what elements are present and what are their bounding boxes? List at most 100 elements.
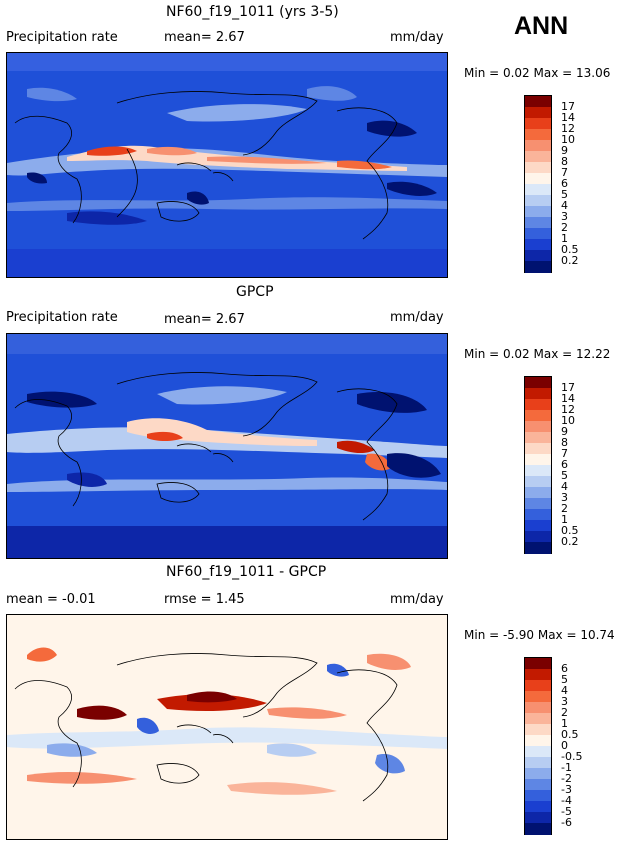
panel1-map bbox=[6, 52, 448, 278]
colorbar-label: 3 bbox=[561, 695, 568, 708]
colorbar-swatch bbox=[525, 691, 551, 703]
colorbar-label: 4 bbox=[561, 684, 568, 697]
colorbar-label: -3 bbox=[561, 783, 572, 796]
panel2-title: GPCP bbox=[236, 284, 274, 300]
colorbar-label: 7 bbox=[561, 447, 568, 460]
colorbar-swatch bbox=[525, 531, 551, 543]
colorbar-label: 12 bbox=[561, 403, 575, 416]
colorbar-swatch bbox=[525, 454, 551, 466]
colorbar-label: 9 bbox=[561, 144, 568, 157]
colorbar-label: 1 bbox=[561, 232, 568, 245]
colorbar-label: 6 bbox=[561, 458, 568, 471]
season-label: ANN bbox=[514, 12, 569, 40]
colorbar-label: 8 bbox=[561, 436, 568, 449]
colorbar-label: -6 bbox=[561, 816, 572, 829]
colorbar-swatch bbox=[525, 195, 551, 207]
colorbar-swatch bbox=[525, 228, 551, 240]
colorbar-label: 0.5 bbox=[561, 728, 579, 741]
panel3-units: mm/day bbox=[390, 592, 444, 607]
colorbar-label: 4 bbox=[561, 480, 568, 493]
colorbar-label: 1 bbox=[561, 717, 568, 730]
colorbar-swatch bbox=[525, 790, 551, 802]
colorbar-swatch bbox=[525, 184, 551, 196]
colorbar-swatch bbox=[525, 217, 551, 229]
colorbar-label: 1 bbox=[561, 513, 568, 526]
colorbar-swatch bbox=[525, 129, 551, 141]
colorbar-swatch bbox=[525, 658, 551, 670]
panel1-title: NF60_f19_1011 (yrs 3-5) bbox=[166, 4, 339, 20]
panel3-colorbar bbox=[524, 657, 552, 835]
colorbar-swatch bbox=[525, 465, 551, 477]
colorbar-swatch bbox=[525, 388, 551, 400]
colorbar-label: -4 bbox=[561, 794, 572, 807]
colorbar-label: 5 bbox=[561, 188, 568, 201]
colorbar-swatch bbox=[525, 432, 551, 444]
colorbar-label: 0.2 bbox=[561, 535, 579, 548]
colorbar-swatch bbox=[525, 162, 551, 174]
panel3-map bbox=[6, 614, 448, 840]
colorbar-swatch bbox=[525, 377, 551, 389]
colorbar-swatch bbox=[525, 421, 551, 433]
colorbar-label: 3 bbox=[561, 210, 568, 223]
panel3-minmax: Min = -5.90 Max = 10.74 bbox=[464, 628, 615, 642]
colorbar-swatch bbox=[525, 812, 551, 824]
colorbar-swatch bbox=[525, 779, 551, 791]
colorbar-swatch bbox=[525, 702, 551, 714]
panel2-map bbox=[6, 333, 448, 559]
colorbar-label: 8 bbox=[561, 155, 568, 168]
colorbar-label: 17 bbox=[561, 100, 575, 113]
panel1-colorbar bbox=[524, 95, 552, 273]
colorbar-swatch bbox=[525, 823, 551, 835]
panel2-minmax: Min = 0.02 Max = 12.22 bbox=[464, 347, 611, 361]
colorbar-swatch bbox=[525, 261, 551, 273]
colorbar-label: -1 bbox=[561, 761, 572, 774]
colorbar-swatch bbox=[525, 140, 551, 152]
colorbar-swatch bbox=[525, 173, 551, 185]
colorbar-label: 7 bbox=[561, 166, 568, 179]
colorbar-swatch bbox=[525, 96, 551, 108]
colorbar-label: 4 bbox=[561, 199, 568, 212]
colorbar-swatch bbox=[525, 669, 551, 681]
colorbar-label: 0.5 bbox=[561, 524, 579, 537]
colorbar-label: -0.5 bbox=[561, 750, 583, 763]
colorbar-swatch bbox=[525, 509, 551, 521]
colorbar-label: -2 bbox=[561, 772, 572, 785]
colorbar-swatch bbox=[525, 250, 551, 262]
colorbar-swatch bbox=[525, 746, 551, 758]
colorbar-swatch bbox=[525, 118, 551, 130]
colorbar-label: 5 bbox=[561, 673, 568, 686]
panel2-colorbar bbox=[524, 376, 552, 554]
panel2-units: mm/day bbox=[390, 310, 444, 325]
colorbar-label: 0 bbox=[561, 739, 568, 752]
colorbar-label: 17 bbox=[561, 381, 575, 394]
colorbar-swatch bbox=[525, 768, 551, 780]
colorbar-swatch bbox=[525, 735, 551, 747]
panel1-variable-label: Precipitation rate bbox=[6, 30, 118, 45]
panel2-variable-label: Precipitation rate bbox=[6, 310, 118, 325]
panel3-mean: mean = -0.01 bbox=[6, 592, 96, 607]
colorbar-label: 2 bbox=[561, 706, 568, 719]
panel3-title: NF60_f19_1011 - GPCP bbox=[166, 564, 327, 580]
colorbar-label: 6 bbox=[561, 662, 568, 675]
colorbar-swatch bbox=[525, 476, 551, 488]
colorbar-label: 2 bbox=[561, 502, 568, 515]
colorbar-label: -5 bbox=[561, 805, 572, 818]
colorbar-swatch bbox=[525, 724, 551, 736]
panel1-units: mm/day bbox=[390, 30, 444, 45]
colorbar-label: 6 bbox=[561, 177, 568, 190]
panel1-minmax: Min = 0.02 Max = 13.06 bbox=[464, 66, 611, 80]
colorbar-swatch bbox=[525, 542, 551, 554]
colorbar-swatch bbox=[525, 239, 551, 251]
colorbar-swatch bbox=[525, 520, 551, 532]
colorbar-swatch bbox=[525, 680, 551, 692]
colorbar-label: 12 bbox=[561, 122, 575, 135]
colorbar-swatch bbox=[525, 399, 551, 411]
colorbar-label: 9 bbox=[561, 425, 568, 438]
colorbar-swatch bbox=[525, 713, 551, 725]
colorbar-swatch bbox=[525, 801, 551, 813]
colorbar-swatch bbox=[525, 107, 551, 119]
colorbar-swatch bbox=[525, 206, 551, 218]
colorbar-swatch bbox=[525, 498, 551, 510]
colorbar-label: 5 bbox=[561, 469, 568, 482]
colorbar-swatch bbox=[525, 487, 551, 499]
